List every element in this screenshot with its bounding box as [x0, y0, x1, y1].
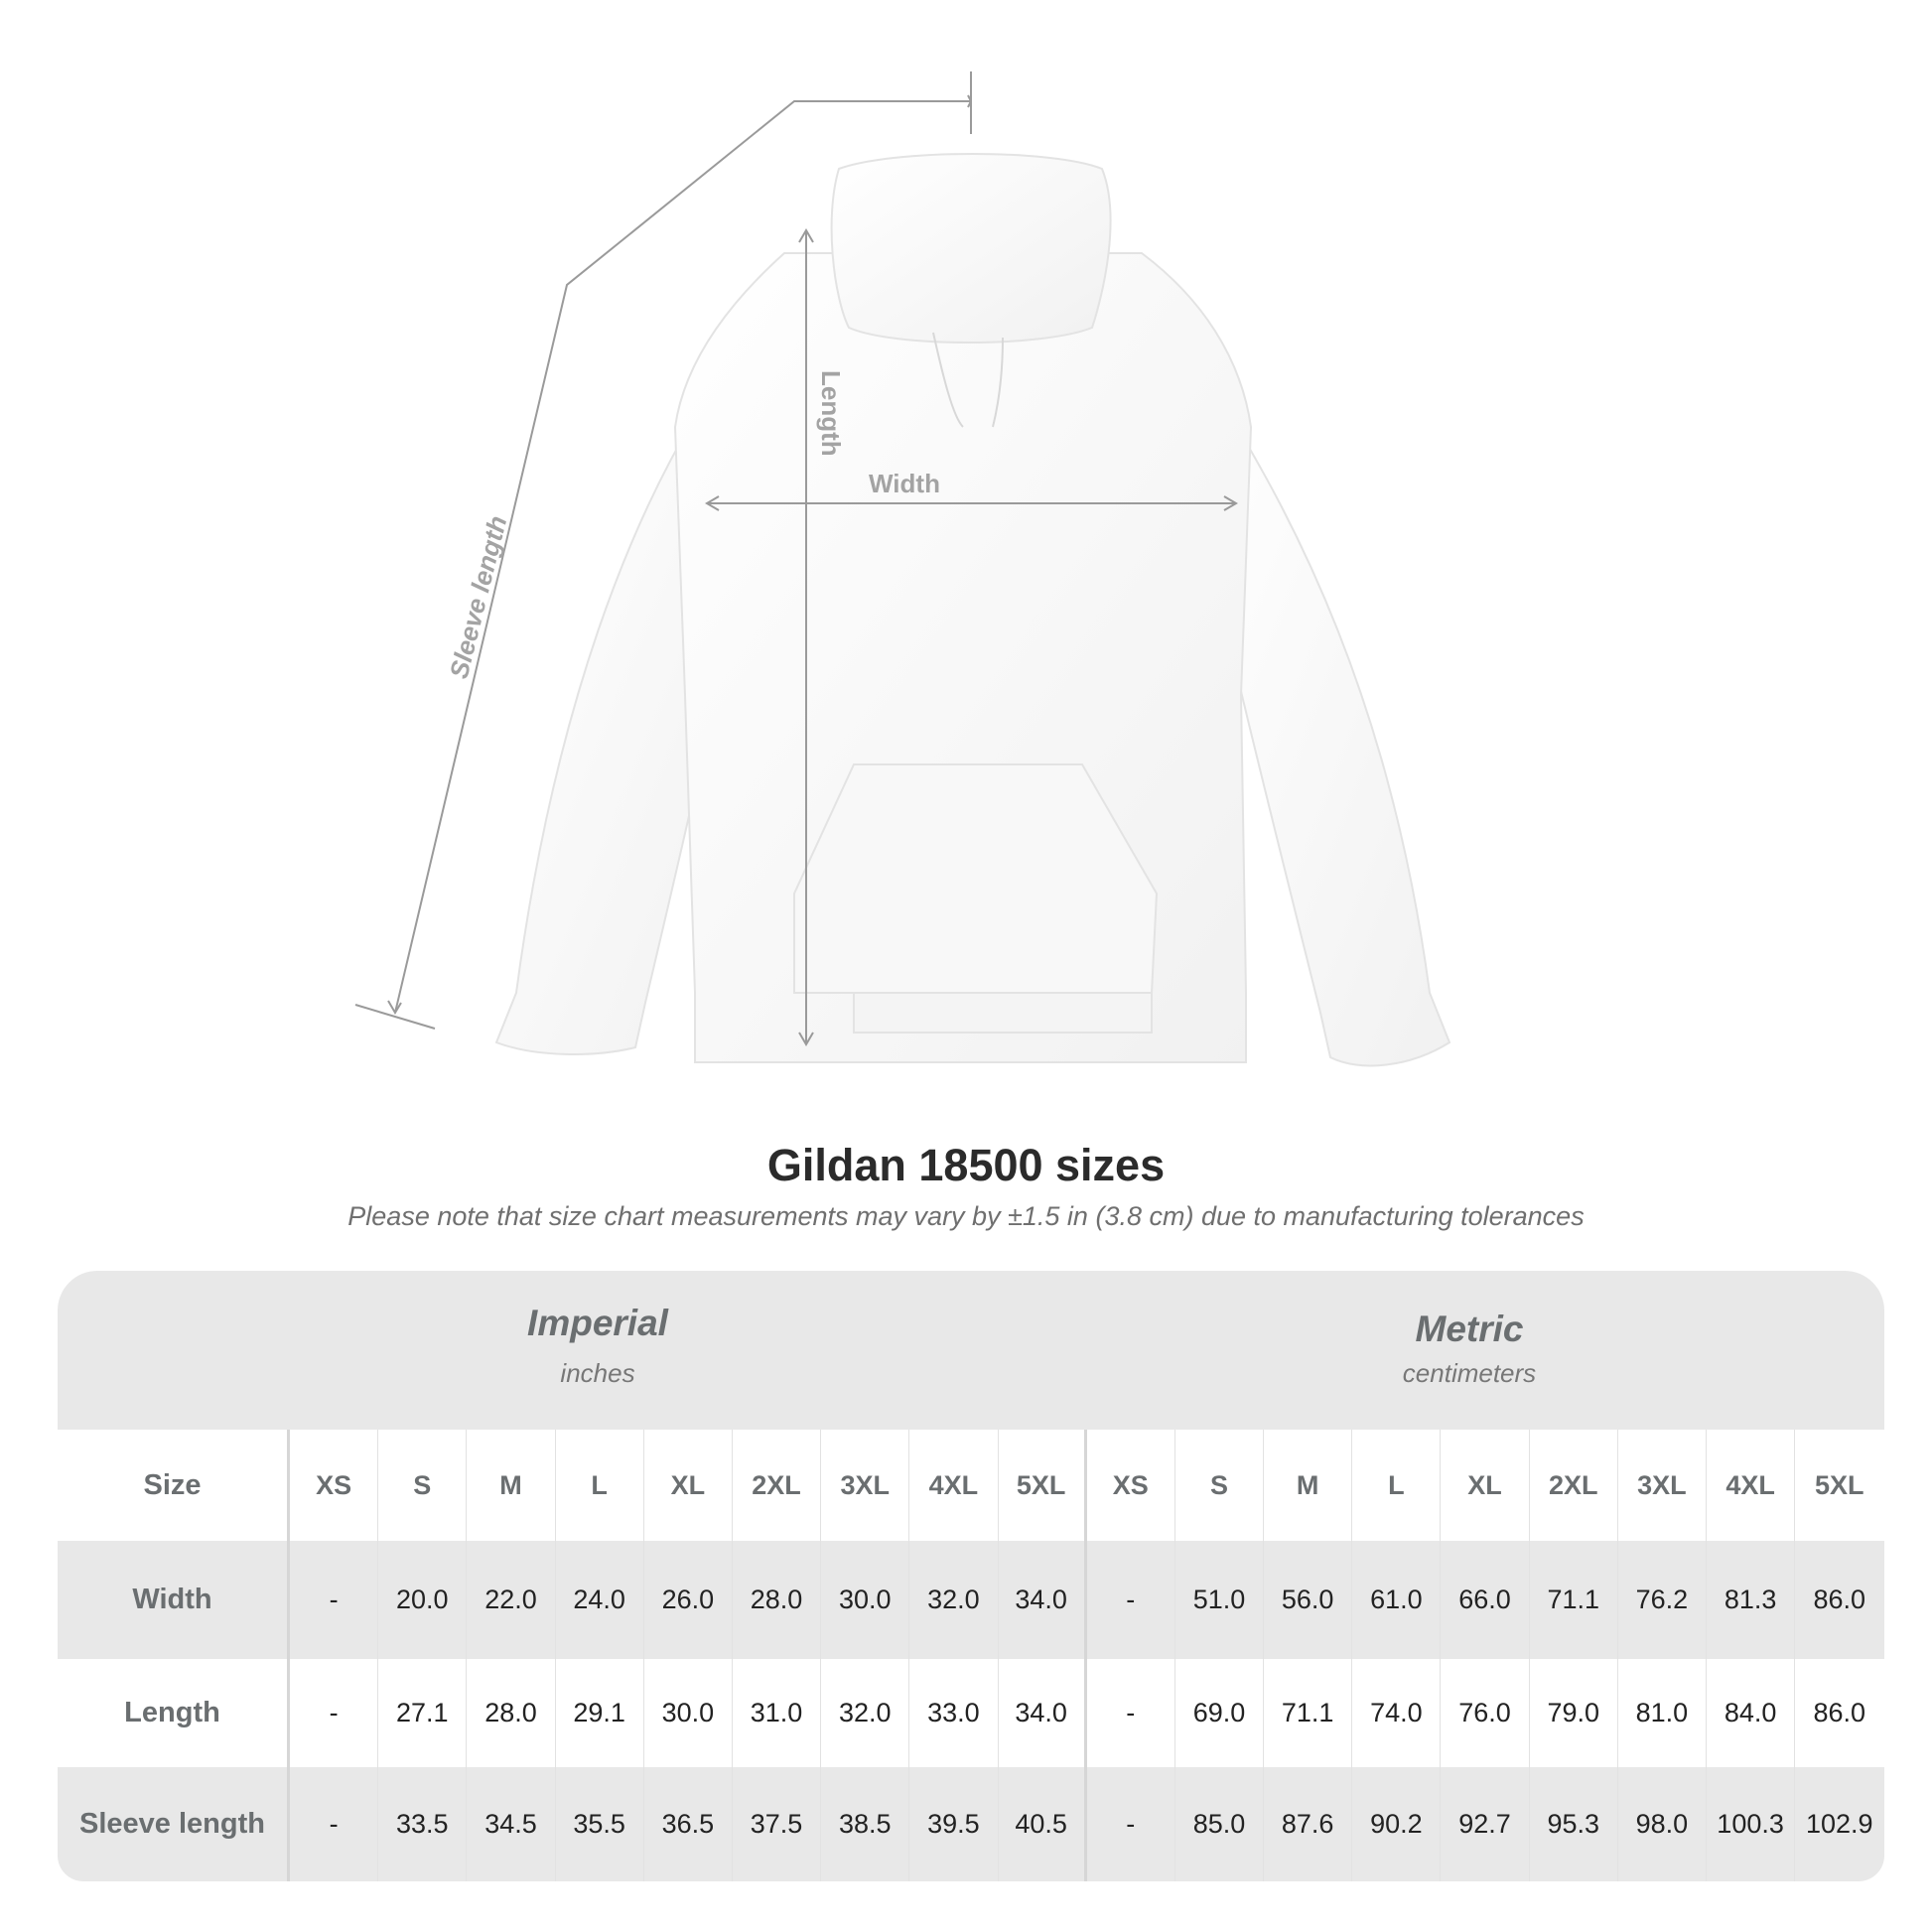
table-cell: 33.0 — [909, 1659, 999, 1767]
table-cell: 29.1 — [556, 1659, 644, 1767]
size-header-cell: 2XL — [733, 1430, 822, 1541]
table-cell: 40.5 — [999, 1767, 1087, 1881]
page-title: Gildan 18500 sizes — [766, 1140, 1166, 1190]
row-label: Size — [58, 1430, 290, 1541]
table-cell: 51.0 — [1175, 1541, 1265, 1659]
table-cell: 86.0 — [1813, 1698, 1866, 1727]
table-cell: 30.0 — [821, 1541, 910, 1659]
size-header-cell: 3XL — [1618, 1430, 1707, 1541]
table-cell: 34.0 — [999, 1541, 1087, 1659]
sleeve-length-label: Sleeve length — [444, 513, 513, 682]
imperial-title: Imperial — [527, 1303, 668, 1343]
metric-group: Metric centimeters — [1403, 1309, 1618, 1389]
size-header-cell: M — [467, 1430, 556, 1541]
table-cell: 20.0 — [378, 1541, 468, 1659]
table-header: Imperial inches Metric centimeters — [58, 1271, 1884, 1430]
size-header-cell: 5XL — [1815, 1469, 1864, 1500]
table-cell: 71.1 — [1530, 1541, 1618, 1659]
table-cell: 69.0 — [1175, 1659, 1265, 1767]
table-cell: 32.0 — [821, 1659, 910, 1767]
size-header-cell: L — [556, 1430, 644, 1541]
table-cell: - — [290, 1767, 379, 1881]
table-cell: 36.5 — [644, 1767, 733, 1881]
table-cell: 81.0 — [1618, 1659, 1707, 1767]
row-label: Width — [58, 1541, 290, 1659]
table-cell: 56.0 — [1264, 1541, 1353, 1659]
width-label: Width — [869, 469, 940, 498]
size-header-cell: S — [378, 1430, 468, 1541]
table-cell: 34.5 — [467, 1767, 556, 1881]
size-header-cell: 4XL — [1707, 1430, 1796, 1541]
table-cell: 37.5 — [733, 1767, 822, 1881]
table-cell: 24.0 — [556, 1541, 644, 1659]
table-cell: - — [290, 1659, 379, 1767]
table-cell: 33.5 — [378, 1767, 468, 1881]
table-cell: 61.0 — [1352, 1541, 1442, 1659]
table-cell: 102.9 — [1805, 1809, 1873, 1839]
row-label: Length — [58, 1659, 290, 1767]
size-header-cell: XS — [290, 1430, 379, 1541]
table-cell: 32.0 — [909, 1541, 999, 1659]
table-cell: 38.5 — [821, 1767, 910, 1881]
table-cell: 31.0 — [733, 1659, 822, 1767]
table-cell: 34.0 — [999, 1659, 1087, 1767]
table-cell: 76.0 — [1441, 1659, 1530, 1767]
table-cell: 22.0 — [467, 1541, 556, 1659]
imperial-unit: inches — [560, 1358, 635, 1388]
table-cell: 95.3 — [1530, 1767, 1618, 1881]
table-cell: 81.3 — [1707, 1541, 1796, 1659]
table-row-length: Length -27.1 28.0 29.1 30.0 31.0 32.0 33.0 34.0-… — [58, 1659, 1884, 1767]
size-header-cell: 3XL — [821, 1430, 910, 1541]
table-cell: 87.6 — [1264, 1767, 1353, 1881]
table-cell: 100.3 — [1707, 1767, 1796, 1881]
size-header-cell: XL — [644, 1430, 733, 1541]
table-cell: 79.0 — [1530, 1659, 1618, 1767]
table-cell: 28.0 — [733, 1541, 822, 1659]
sleeve-length-line — [394, 100, 971, 1014]
table-cell: 27.1 — [378, 1659, 468, 1767]
table-cell: 26.0 — [644, 1541, 733, 1659]
size-header-cell: 2XL — [1530, 1430, 1618, 1541]
size-header-cell: M — [1264, 1430, 1353, 1541]
length-label: Length — [816, 370, 846, 457]
table-row-sleeve-length: Sleeve length -33.5 34.5 35.5 36.5 37.5 38.5 39… — [58, 1767, 1884, 1881]
size-header-cell: XL — [1441, 1430, 1530, 1541]
measurement-lines — [354, 71, 1238, 1046]
size-header-cell: L — [1352, 1430, 1442, 1541]
row-label: Sleeve length — [58, 1767, 290, 1881]
table-cell: - — [1087, 1541, 1175, 1659]
table-cell: 35.5 — [556, 1767, 644, 1881]
table-cell: 84.0 — [1707, 1659, 1796, 1767]
table-cell: - — [1087, 1659, 1175, 1767]
size-table: Imperial inches Metric centimeters Size X… — [58, 1271, 1884, 1881]
metric-title: Metric — [1415, 1309, 1524, 1349]
metric-unit: centimeters — [1402, 1358, 1537, 1388]
size-header-cell: XS — [1087, 1430, 1175, 1541]
table-cell: 86.0 — [1813, 1585, 1866, 1614]
hoodie-image — [494, 153, 1451, 1067]
table-cell: - — [290, 1541, 379, 1659]
table-cell: 76.2 — [1618, 1541, 1707, 1659]
table-cell: 98.0 — [1618, 1767, 1707, 1881]
table-cell: 71.1 — [1264, 1659, 1353, 1767]
table-cell: 30.0 — [644, 1659, 733, 1767]
table-cell: 92.7 — [1441, 1767, 1530, 1881]
table-cell: 39.5 — [909, 1767, 999, 1881]
table-row-width: Width -20.0 22.0 24.0 26.0 28.0 30.0 32.0 34.0-5… — [58, 1541, 1884, 1659]
table-cell: - — [1087, 1767, 1175, 1881]
table-cell: 74.0 — [1352, 1659, 1442, 1767]
table-cell: 66.0 — [1441, 1541, 1530, 1659]
size-header-cell: 5XL — [999, 1430, 1087, 1541]
table-cell: 28.0 — [467, 1659, 556, 1767]
tolerance-note: Please note that size chart measurements… — [347, 1201, 1585, 1231]
size-header-cell: 4XL — [909, 1430, 999, 1541]
size-header-cell: S — [1175, 1430, 1265, 1541]
size-header-row: Size XS S M L XL 2XL 3XL 4XL 5XL XS S M L XL 2XL 3XL 4XL 5… — [58, 1430, 1884, 1541]
table-cell: 90.2 — [1352, 1767, 1442, 1881]
table-cell: 85.0 — [1175, 1767, 1265, 1881]
hoodie-diagram: Sleeve length Length Width — [354, 71, 1451, 1067]
